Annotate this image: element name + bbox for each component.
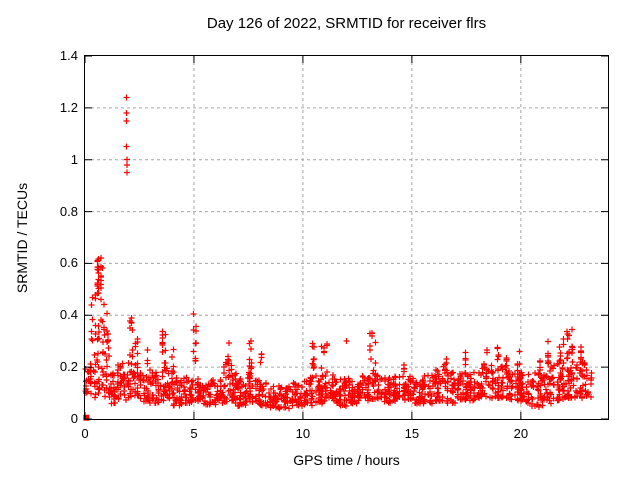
x-tick-label: 5	[190, 426, 198, 441]
y-tick-label: 1.4	[59, 48, 78, 63]
data-points	[82, 94, 595, 412]
x-axis-label: GPS time / hours	[293, 452, 400, 468]
x-tick-label: 0	[81, 426, 89, 441]
tick-marks	[84, 55, 608, 420]
y-axis-label: SRMTID / TECUs	[14, 182, 30, 294]
plot-border	[84, 55, 609, 420]
y-tick-label: 0.8	[59, 203, 78, 219]
grid-lines	[85, 56, 608, 419]
y-tick-label: 1	[70, 151, 78, 167]
origin-marker	[83, 414, 90, 421]
x-tick-label: 15	[404, 426, 420, 441]
y-tick-label: 1.2	[59, 99, 78, 115]
y-tick-label: 0	[70, 411, 78, 426]
chart-title: Day 126 of 2022, SRMTID for receiver flr…	[206, 15, 487, 32]
x-tick-label: 10	[295, 426, 311, 441]
y-tick-label: 0.2	[59, 359, 78, 375]
y-tick-label: 0.6	[59, 255, 78, 271]
y-tick-label: 0.4	[59, 307, 78, 323]
x-tick-label: 20	[513, 426, 529, 441]
